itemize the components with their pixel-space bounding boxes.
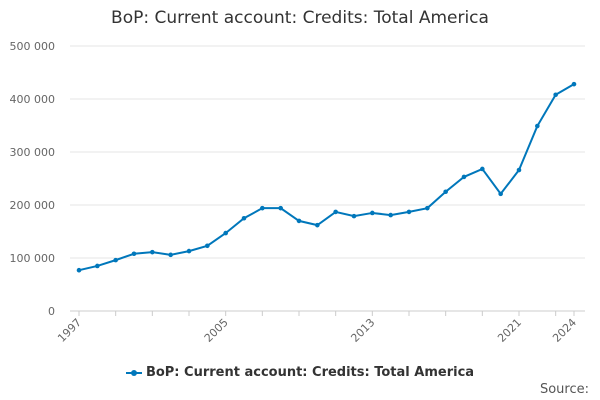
data-point — [260, 205, 265, 211]
x-tick-label: 2024 — [550, 316, 579, 345]
y-tick-label: 500 000 — [10, 40, 56, 53]
y-tick-label: 200 000 — [10, 199, 56, 212]
data-point — [406, 209, 412, 215]
data-point — [498, 191, 503, 197]
data-point — [205, 243, 210, 249]
data-point — [223, 230, 228, 236]
data-point — [113, 257, 118, 263]
data-point — [333, 209, 338, 215]
data-point — [296, 218, 302, 224]
data-point — [278, 205, 283, 211]
chart-title: BoP: Current account: Credits: Total Ame… — [111, 8, 489, 28]
y-tick-label: 100 000 — [10, 252, 56, 265]
data-point — [443, 189, 448, 195]
data-point — [571, 81, 577, 87]
data-point — [186, 248, 192, 254]
data-point — [388, 212, 393, 218]
data-point — [76, 267, 82, 273]
x-tick-label: 2005 — [202, 316, 231, 345]
data-point — [168, 252, 173, 258]
legend-item[interactable]: BoP: Current account: Credits: Total Ame… — [0, 365, 600, 380]
data-point — [241, 215, 247, 221]
data-point — [553, 92, 558, 98]
y-tick-label: 400 000 — [10, 93, 56, 106]
series-line — [78, 83, 575, 272]
data-point — [516, 167, 522, 173]
data-point — [131, 251, 137, 257]
y-tick-label: 0 — [48, 305, 55, 318]
data-point — [425, 205, 430, 211]
data-point — [480, 166, 485, 172]
legend-marker — [125, 369, 142, 376]
y-tick-label: 300 000 — [10, 146, 56, 159]
x-tick-label: 1997 — [55, 316, 84, 345]
x-tick-label: 2013 — [348, 316, 377, 345]
legend-label: BoP: Current account: Credits: Total Ame… — [145, 365, 475, 380]
data-point — [351, 213, 357, 219]
source-label: Source: — [539, 382, 589, 397]
data-point — [150, 249, 155, 255]
data-point — [370, 210, 375, 216]
data-point — [461, 174, 467, 180]
data-point — [315, 222, 320, 228]
data-point — [95, 263, 100, 269]
x-tick-label: 2021 — [495, 316, 524, 345]
data-point — [535, 123, 540, 129]
